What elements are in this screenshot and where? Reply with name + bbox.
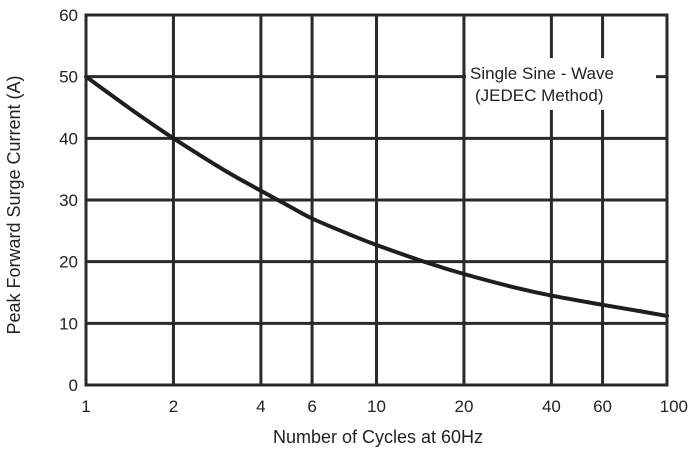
grid (84, 13, 669, 387)
annotation-line-2: (JEDEC Method) (475, 86, 603, 105)
x-tick-label: 2 (169, 397, 178, 416)
y-tick-label: 60 (59, 6, 78, 25)
y-tick-label: 40 (59, 129, 78, 148)
y-tick-label: 30 (59, 191, 78, 210)
y-tick-labels: 0 10 20 30 40 50 60 (59, 6, 78, 395)
x-tick-label: 10 (367, 397, 386, 416)
x-tick-labels: 1 2 4 6 10 20 40 60 100 (81, 397, 688, 416)
plot-frame (84, 13, 669, 387)
y-tick-label: 10 (59, 314, 78, 333)
y-tick-label: 50 (59, 68, 78, 87)
x-tick-label: 6 (307, 397, 316, 416)
annotation: Single Sine - Wave (JEDEC Method) (466, 58, 656, 110)
y-tick-label: 0 (69, 376, 78, 395)
y-axis-title: Peak Forward Surge Current (A) (4, 75, 24, 334)
surge-current-curve (84, 74, 669, 318)
annotation-line-1: Single Sine - Wave (470, 64, 614, 83)
x-tick-label: 40 (542, 397, 561, 416)
x-tick-label: 1 (81, 397, 90, 416)
x-tick-label: 20 (454, 397, 473, 416)
y-tick-label: 20 (59, 253, 78, 272)
annotation-background (466, 58, 656, 110)
x-tick-label: 100 (660, 397, 688, 416)
x-tick-label: 4 (256, 397, 265, 416)
x-axis-title: Number of Cycles at 60Hz (273, 427, 483, 447)
x-tick-label: 60 (593, 397, 612, 416)
